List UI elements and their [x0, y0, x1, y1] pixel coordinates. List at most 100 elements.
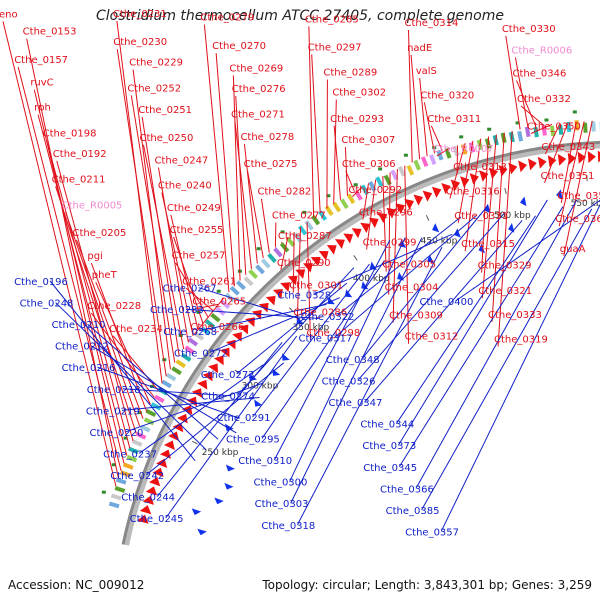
- cds-block: [517, 130, 524, 142]
- forward-gene-label: Cthe_0313: [453, 162, 507, 173]
- forward-leader-line: [505, 35, 521, 130]
- reverse-gene-label: Cthe_0347: [329, 398, 383, 409]
- reverse-gene-label: Cthe_0210: [52, 320, 106, 331]
- forward-gene-label: Cthe_R0006: [511, 45, 572, 56]
- forward-gene-label: Cthe_0321: [478, 286, 532, 297]
- forward-gene-arrow: [208, 363, 219, 374]
- reverse-gene-label: Cthe_0318: [261, 521, 315, 532]
- cds-block: [243, 276, 254, 287]
- cds-block: [150, 402, 162, 411]
- forward-gene-arrow: [537, 156, 547, 169]
- forward-leader-line: [481, 134, 497, 299]
- forward-leader-line: [141, 117, 180, 356]
- forward-gene-label: Cthe_0230: [113, 37, 167, 48]
- forward-gene-label: Cthe_0319: [494, 334, 548, 345]
- reverse-gene-arrow: [478, 243, 485, 254]
- forward-gene-label: Cthe_0275: [244, 159, 298, 170]
- cds-block: [210, 312, 221, 323]
- cds-block: [180, 352, 192, 362]
- green-feature-mark: [256, 247, 261, 251]
- cds-block: [549, 125, 556, 137]
- forward-gene-label: Cthe_0234: [109, 324, 163, 335]
- cds-block: [285, 236, 296, 247]
- cds-block: [229, 285, 240, 296]
- forward-leader-line: [243, 143, 258, 264]
- forward-leader-line: [419, 78, 428, 157]
- cds-block: [175, 359, 187, 369]
- forward-leader-line: [215, 53, 235, 287]
- green-feature-mark: [302, 210, 307, 214]
- cds-block: [122, 462, 134, 470]
- forward-leader-line: [46, 140, 131, 449]
- forward-leader-line: [558, 121, 585, 227]
- reverse-gene-arrow: [519, 196, 527, 207]
- forward-gene-label: Cthe_0205: [73, 228, 127, 239]
- cds-block: [255, 264, 265, 275]
- forward-gene-arrow: [191, 388, 203, 398]
- reverse-leader-line: [121, 397, 260, 411]
- forward-gene-label: Cthe_0350: [527, 121, 581, 132]
- forward-leader-line: [260, 198, 270, 253]
- forward-gene-label: Cthe_0311: [427, 114, 481, 125]
- cds-block: [332, 201, 342, 213]
- forward-leader-line: [408, 29, 413, 163]
- forward-gene-label: ruvC: [30, 78, 53, 89]
- forward-leader-line: [157, 167, 189, 343]
- forward-leader-line: [481, 136, 490, 273]
- reverse-leader-line: [199, 303, 327, 332]
- cds-block: [139, 424, 151, 433]
- forward-gene-arrow: [469, 173, 479, 185]
- green-feature-mark: [353, 183, 358, 187]
- forward-gene-arrow: [335, 239, 345, 250]
- cds-block: [558, 124, 564, 135]
- reverse-gene-arrow: [508, 223, 515, 233]
- reverse-gene-label: Cthe_0348: [326, 355, 380, 366]
- forward-gene-arrow: [360, 222, 371, 234]
- backbone-layer: [121, 140, 600, 546]
- forward-leader-line: [196, 303, 219, 310]
- forward-leader-line: [516, 80, 537, 127]
- reverse-leader-line: [145, 362, 285, 476]
- forward-gene-label: Cthe_0240: [158, 181, 212, 192]
- forward-gene-arrow: [202, 371, 213, 382]
- forward-gene-arrow: [139, 505, 152, 515]
- reverse-leader-line: [395, 215, 537, 424]
- reverse-gene-arrow: [454, 228, 461, 238]
- forward-gene-label: Cthe_0298: [306, 328, 360, 339]
- reverse-leader-line: [125, 382, 264, 433]
- green-feature-mark: [280, 230, 285, 234]
- forward-leader-line: [560, 121, 577, 204]
- forward-gene-label: Cthe_0228: [87, 301, 141, 312]
- green-feature-mark: [137, 411, 142, 415]
- forward-gene-label: Cthe_0198: [43, 128, 97, 139]
- kbp-tick: [425, 214, 430, 221]
- forward-gene-label: Cthe_0290: [277, 258, 331, 269]
- green-feature-mark: [216, 289, 221, 293]
- forward-gene-label: Cthe_0231: [113, 9, 167, 20]
- reverse-leader-line: [97, 366, 240, 419]
- forward-gene-arrow: [197, 379, 208, 390]
- reverse-gene-label: Cthe_0291: [217, 413, 271, 424]
- forward-gene-arrow: [172, 422, 184, 433]
- reverse-gene-arrow: [556, 189, 563, 200]
- forward-gene-label: Cthe_0332: [517, 94, 571, 105]
- forward-gene-label: Cthe_0257: [172, 251, 226, 262]
- green-feature-mark: [123, 436, 128, 440]
- forward-gene-label: Cthe_0312: [405, 332, 459, 343]
- reverse-gene-arrow: [427, 254, 435, 264]
- forward-leader-line: [449, 142, 466, 199]
- forward-gene-label: Cthe_0331: [454, 211, 508, 222]
- cds-block: [145, 408, 157, 418]
- forward-gene-arrow: [441, 183, 451, 195]
- reverse-gene-label: Cthe_0400: [420, 297, 474, 308]
- forward-gene-arrow: [557, 153, 567, 166]
- forward-gene-arrow: [265, 295, 276, 306]
- forward-gene-arrow: [395, 203, 405, 215]
- reverse-gene-arrow: [191, 508, 202, 516]
- forward-gene-label: valS: [416, 66, 437, 77]
- forward-gene-arrow: [145, 486, 158, 496]
- forward-leader-line: [308, 26, 315, 218]
- forward-gene-label: Cthe_0278: [240, 132, 294, 143]
- forward-leader-line: [143, 144, 185, 350]
- reverse-leader-line: [87, 323, 219, 440]
